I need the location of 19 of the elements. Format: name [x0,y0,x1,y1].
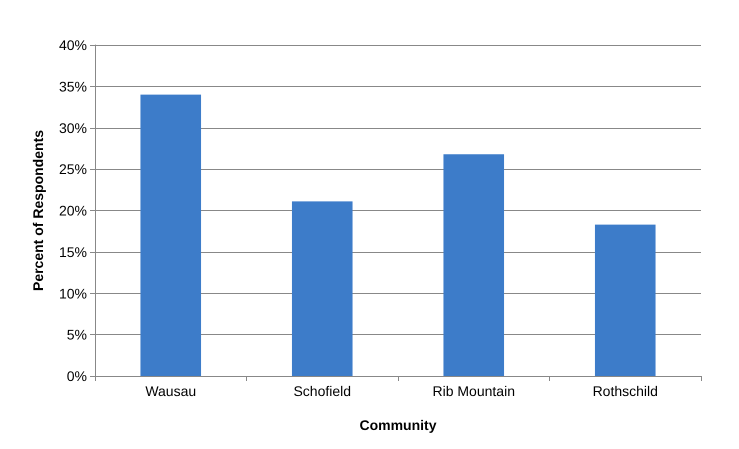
y-tick-label: 10% [58,285,87,302]
y-axis-title: Percent of Respondents [30,130,46,292]
x-tick-label: Rib Mountain [432,383,515,399]
x-axis-title: Community [360,417,437,433]
y-tick-label: 25% [58,161,87,178]
x-tick-label: Rothschild [592,383,658,399]
y-tick-label: 5% [66,326,87,343]
bar [140,94,202,376]
y-tick-label: 30% [58,120,87,136]
x-tick-label: Schofield [293,383,352,399]
bar [594,224,656,376]
y-tick-label: 0% [66,368,87,384]
x-tick-label: Wausau [145,383,196,399]
y-tick-label: 20% [58,202,87,218]
bar [443,154,504,376]
y-tick-label: 15% [58,244,87,260]
y-tick-label: 40% [58,37,87,53]
bar [292,201,353,376]
y-tick-label: 35% [58,78,87,94]
